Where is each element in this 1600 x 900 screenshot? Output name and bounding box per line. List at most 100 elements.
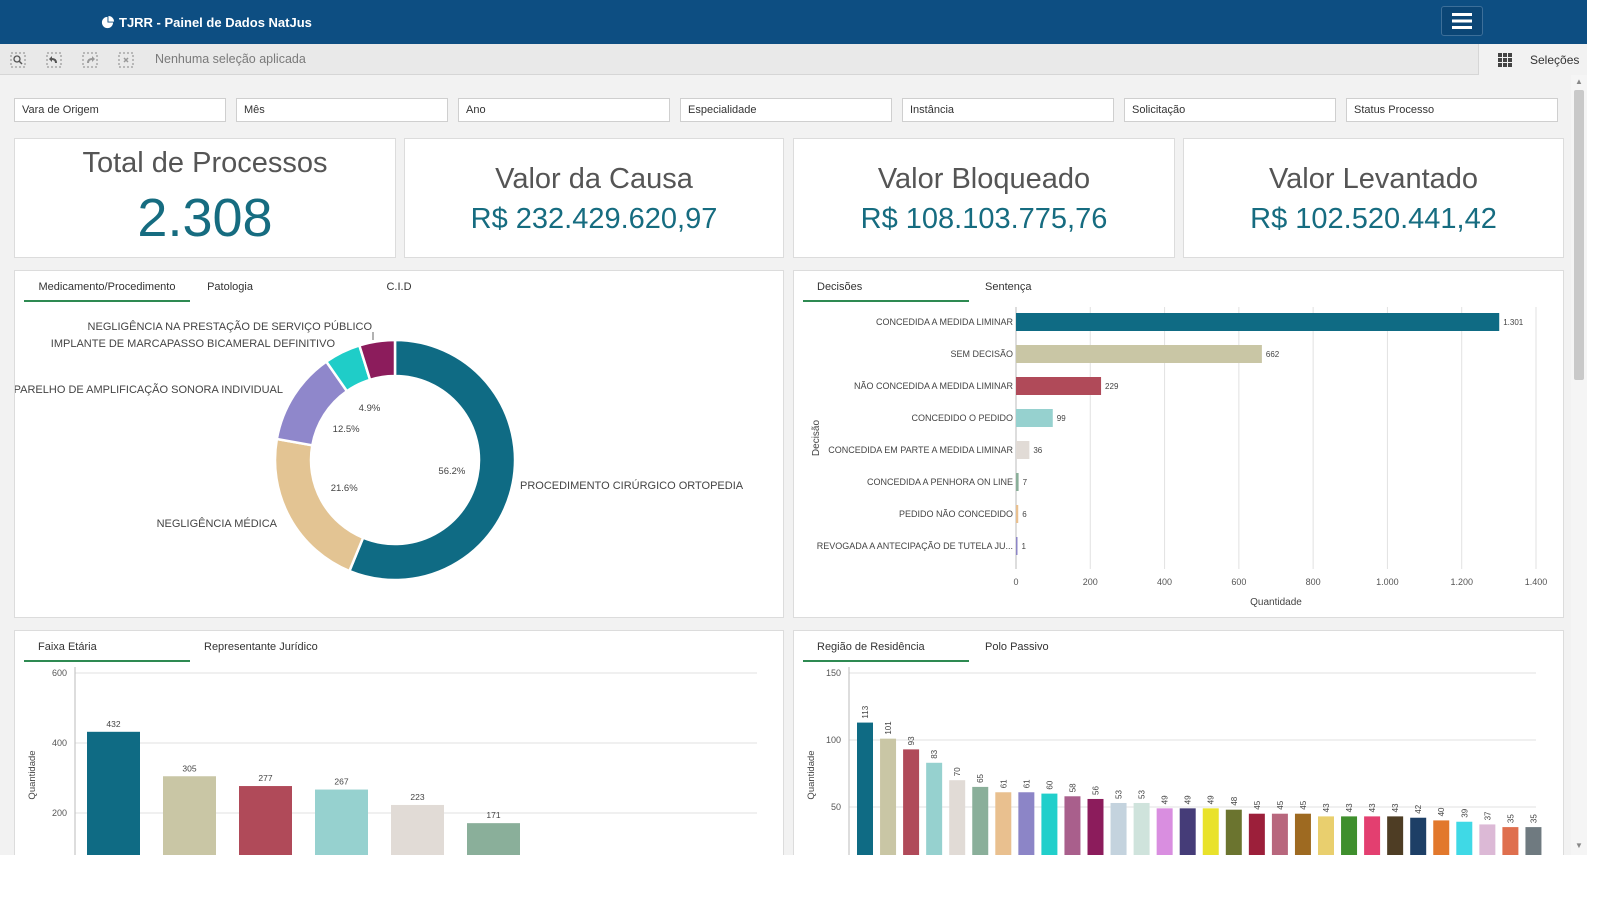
regiao-bar-chart[interactable]: 50 100 150 Quantidade 113 101 93 83 70 65 61 61 60 58… bbox=[794, 665, 1564, 861]
bar[interactable] bbox=[1179, 808, 1196, 861]
filter-especialidade[interactable]: Especialidade bbox=[680, 98, 892, 122]
scrollbar-thumb[interactable] bbox=[1574, 90, 1584, 380]
bar[interactable] bbox=[315, 789, 368, 861]
selections-label[interactable]: Seleções bbox=[1530, 53, 1580, 67]
tab-regiao-residencia[interactable]: Região de Residência bbox=[803, 631, 969, 662]
bar[interactable] bbox=[1016, 505, 1019, 523]
bar[interactable] bbox=[1202, 808, 1219, 861]
bar[interactable] bbox=[1133, 802, 1150, 861]
panel-regiao-residencia: Região de Residência Polo Passivo 50 100 1… bbox=[793, 630, 1564, 861]
bar[interactable] bbox=[1041, 793, 1058, 861]
y-tick-label: 600 bbox=[52, 668, 67, 678]
bar[interactable] bbox=[163, 776, 216, 861]
tab-cid[interactable]: C.I.D bbox=[386, 281, 412, 293]
bar[interactable] bbox=[1318, 816, 1334, 861]
bar-value-label: 65 bbox=[976, 773, 985, 782]
bar[interactable] bbox=[995, 792, 1012, 861]
bar[interactable] bbox=[239, 786, 292, 861]
tab-sentenca[interactable]: Sentença bbox=[985, 281, 1032, 293]
bar[interactable] bbox=[903, 749, 920, 861]
scroll-up-icon[interactable]: ▲ bbox=[1575, 77, 1583, 86]
selection-toolbar: Nenhuma seleção aplicada Seleções bbox=[0, 44, 1587, 75]
bar[interactable] bbox=[1502, 827, 1519, 861]
bar[interactable] bbox=[1364, 816, 1381, 861]
tab-representante-juridico[interactable]: Representante Jurídico bbox=[204, 641, 318, 653]
y-category-label: SEM DECISÃO bbox=[950, 349, 1013, 359]
page-footer-space bbox=[0, 855, 1600, 900]
hamburger-menu-icon bbox=[1452, 13, 1472, 29]
bar[interactable] bbox=[1456, 821, 1473, 861]
bar[interactable] bbox=[949, 780, 966, 861]
bar-value-label: 70 bbox=[953, 767, 962, 776]
bar[interactable] bbox=[1341, 816, 1358, 861]
tab-polo-passivo[interactable]: Polo Passivo bbox=[985, 641, 1049, 653]
vertical-scrollbar[interactable]: ▲ ▼ bbox=[1571, 75, 1587, 855]
kpi-label: Valor Bloqueado bbox=[877, 163, 1091, 195]
bar[interactable] bbox=[1016, 377, 1102, 395]
scroll-down-icon[interactable]: ▼ bbox=[1575, 841, 1583, 850]
bar[interactable] bbox=[1016, 441, 1030, 459]
bar-value-label: 39 bbox=[1460, 808, 1469, 817]
bar[interactable] bbox=[1016, 473, 1019, 491]
bar[interactable] bbox=[1479, 824, 1496, 861]
bar[interactable] bbox=[1225, 809, 1242, 861]
bar-value-label: 229 bbox=[1105, 382, 1119, 391]
bar[interactable] bbox=[1387, 816, 1404, 861]
bar[interactable] bbox=[1016, 345, 1262, 363]
smart-search-icon[interactable] bbox=[9, 51, 27, 69]
bar[interactable] bbox=[1016, 537, 1018, 555]
x-tick-label: 400 bbox=[1157, 577, 1172, 587]
bar[interactable] bbox=[880, 738, 897, 861]
step-forward-icon[interactable] bbox=[81, 51, 99, 69]
bar[interactable] bbox=[857, 722, 873, 861]
tab-patologia[interactable]: Patologia bbox=[207, 281, 253, 293]
pie-slice[interactable] bbox=[357, 338, 397, 382]
bar[interactable] bbox=[1525, 827, 1542, 861]
kpi-valor-levantado: Valor Levantado R$ 102.520.441,42 bbox=[1183, 138, 1564, 258]
bar[interactable] bbox=[87, 731, 140, 861]
bar[interactable] bbox=[391, 804, 444, 861]
bar[interactable] bbox=[467, 823, 520, 861]
bar[interactable] bbox=[1087, 798, 1104, 861]
bar[interactable] bbox=[1248, 813, 1265, 861]
bar[interactable] bbox=[1271, 813, 1288, 861]
bar[interactable] bbox=[926, 762, 943, 861]
bar-value-label: 45 bbox=[1299, 800, 1308, 809]
filter-instancia[interactable]: Instância bbox=[902, 98, 1114, 122]
bar[interactable] bbox=[1433, 820, 1450, 861]
bar[interactable] bbox=[972, 786, 989, 861]
bar-value-label: 36 bbox=[1033, 446, 1042, 455]
tab-medicamento-procedimento[interactable]: Medicamento/Procedimento bbox=[24, 271, 190, 302]
filter-solicitacao[interactable]: Solicitação bbox=[1124, 98, 1336, 122]
tab-faixa-etaria[interactable]: Faixa Etária bbox=[24, 631, 190, 662]
bar-value-label: 6 bbox=[1022, 510, 1027, 519]
selections-button[interactable] bbox=[1478, 44, 1587, 75]
panel-faixa-etaria: Faixa Etária Representante Jurídico 200 4… bbox=[14, 630, 785, 861]
bar[interactable] bbox=[1064, 796, 1081, 861]
pie-slice[interactable] bbox=[273, 437, 365, 573]
hamburger-menu-button[interactable] bbox=[1441, 6, 1483, 36]
filter-mes[interactable]: Mês bbox=[236, 98, 448, 122]
x-tick-label: 800 bbox=[1306, 577, 1321, 587]
faixa-etaria-bar-chart[interactable]: 200 400 600 Quantidade 432 305 277 267 223 171 bbox=[15, 665, 785, 861]
filter-vara-de-origem[interactable]: Vara de Origem bbox=[14, 98, 226, 122]
bar[interactable] bbox=[1410, 817, 1427, 861]
pie-slice[interactable] bbox=[347, 338, 517, 582]
bar[interactable] bbox=[1018, 792, 1035, 861]
y-category-label: CONCEDIDO O PEDIDO bbox=[911, 413, 1013, 423]
tab-decisoes[interactable]: Decisões bbox=[803, 271, 969, 302]
pie-slice-label: PROCEDIMENTO CIRÚRGICO ORTOPEDIA bbox=[520, 479, 744, 492]
bar[interactable] bbox=[1016, 409, 1053, 427]
decisoes-bar-chart[interactable]: 0 200 400 600 800 1.000 1.200 1.400 CONCEDIDA A … bbox=[794, 305, 1564, 615]
bar[interactable] bbox=[1110, 802, 1127, 861]
filter-status-processo[interactable]: Status Processo bbox=[1346, 98, 1558, 122]
bar-value-label: 662 bbox=[1266, 350, 1280, 359]
bar[interactable] bbox=[1156, 808, 1173, 861]
pie-chart[interactable]: 56.2% PROCEDIMENTO CIRÚRGICO ORTOPEDIA 21.… bbox=[15, 307, 785, 617]
step-back-icon[interactable] bbox=[45, 51, 63, 69]
filter-ano[interactable]: Ano bbox=[458, 98, 670, 122]
bar[interactable] bbox=[1016, 313, 1500, 331]
clear-selections-icon[interactable] bbox=[117, 51, 135, 69]
bar[interactable] bbox=[1294, 813, 1311, 861]
selections-grid-icon[interactable] bbox=[1496, 51, 1514, 69]
